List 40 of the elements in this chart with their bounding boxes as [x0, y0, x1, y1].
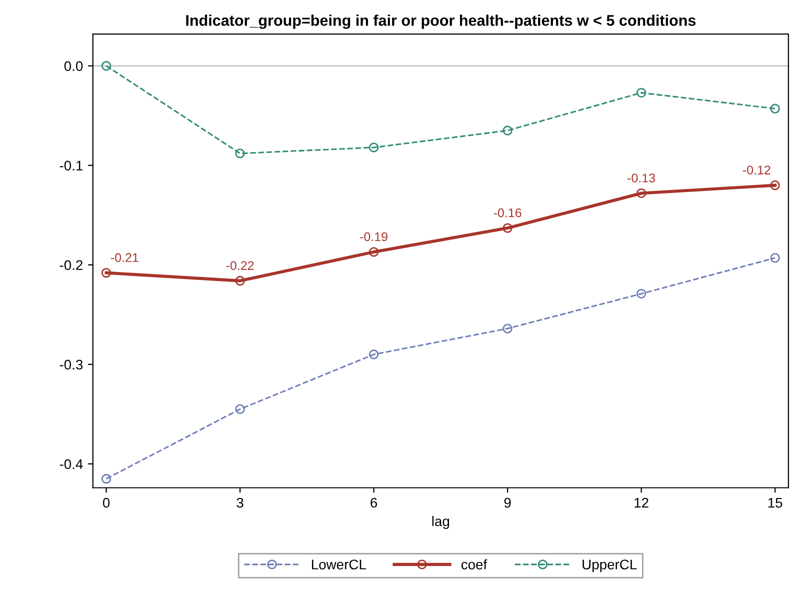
point — [368, 350, 379, 360]
x-tick-label: 3 — [236, 498, 244, 508]
y-tick-label: -0.2 — [60, 260, 82, 270]
y-tick-label: -0.1 — [60, 160, 82, 171]
point — [502, 126, 512, 136]
y-tick-label: -0.3 — [60, 360, 83, 370]
x-tick-label: 0 — [102, 498, 110, 508]
point — [235, 148, 245, 158]
y-tick-label: -0.4 — [60, 459, 83, 470]
data-label: -0.12 — [742, 166, 770, 174]
point — [636, 288, 646, 299]
x-tick-label: 15 — [768, 498, 782, 508]
x-tick-label: 12 — [634, 498, 648, 508]
point — [636, 188, 646, 198]
point — [101, 61, 112, 71]
point — [636, 88, 646, 98]
legend-label: coef — [461, 559, 488, 570]
point — [368, 247, 379, 257]
point — [770, 180, 780, 190]
x-tick-label: 9 — [504, 498, 511, 508]
point — [770, 253, 780, 263]
data-label: -0.22 — [226, 261, 254, 270]
data-label: -0.13 — [628, 174, 656, 182]
chart-title: Indicator_group=being in fair or poor health--patients w < 5 conditions — [186, 14, 696, 29]
point — [502, 223, 512, 233]
data-label: -0.16 — [494, 208, 522, 218]
point — [235, 404, 245, 414]
x-axis-title: lag — [432, 516, 450, 529]
x-tick-label: 6 — [370, 498, 378, 508]
point — [502, 324, 512, 334]
y-tick-label: 0.0 — [64, 61, 83, 72]
point — [101, 268, 112, 278]
data-label: -0.19 — [360, 232, 388, 242]
legend-label: LowerCL — [312, 560, 366, 570]
data-label: -0.21 — [110, 253, 138, 262]
point — [368, 142, 379, 152]
point — [101, 474, 112, 484]
point — [235, 276, 245, 286]
legend-label: UpperCL — [582, 560, 637, 572]
point — [770, 104, 780, 114]
